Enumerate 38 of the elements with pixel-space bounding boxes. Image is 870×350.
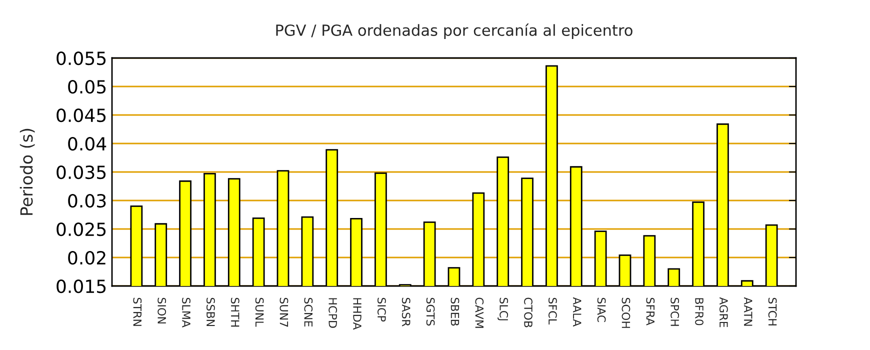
x-tick-label: SPCH — [670, 298, 680, 326]
chart-title: PGV / PGA ordenadas por cercanía al epicentro — [276, 24, 632, 39]
x-tick-label: AATN — [744, 297, 752, 326]
x-tick-label: SGTS — [426, 298, 435, 326]
y-tick-label: 0.04 — [68, 136, 106, 151]
x-tick-label: SUN7 — [280, 298, 288, 327]
y-tick-label: 0.03 — [68, 194, 106, 208]
x-tick-label: SHTH — [230, 298, 240, 327]
y-tick-label: 0.045 — [56, 108, 106, 122]
y-tick-label: 0.015 — [56, 279, 106, 294]
x-tick-label: SIAC — [597, 298, 606, 322]
x-tick-label: AGRE — [719, 297, 728, 328]
x-tick-label: SICP — [377, 298, 386, 322]
y-tick-label: 0.05 — [68, 80, 106, 94]
x-tick-label: AALA — [573, 297, 582, 327]
x-tick-label: SCOH — [622, 298, 630, 328]
x-tick-label: HHDA — [353, 298, 362, 330]
x-tick-label: SSBN — [206, 298, 215, 326]
y-tick-label: 0.055 — [56, 51, 106, 66]
x-tick-label: SASR — [402, 298, 410, 326]
x-tick-label: SLCJ — [498, 298, 508, 320]
x-tick-label: SLMA — [182, 298, 190, 328]
y-tick-label: 0.035 — [56, 165, 106, 180]
x-tick-label: SION — [158, 298, 166, 324]
x-tick-label: SBEB — [450, 298, 460, 326]
x-tick-label: BFR0 — [695, 298, 704, 326]
x-tick-label: SFRA — [646, 298, 655, 326]
y-axis-title: Periodo (s) — [20, 128, 35, 215]
x-tick-label: CAVM — [475, 298, 484, 328]
x-tick-label: STRN — [133, 298, 142, 326]
x-tick-label: CTOB — [524, 298, 532, 328]
x-tick-label: HCPD — [328, 298, 338, 328]
y-tick-label: 0.025 — [56, 222, 106, 236]
x-tick-label: STCH — [768, 298, 777, 326]
x-tick-label: SCNE — [304, 298, 313, 327]
y-tick-label: 0.02 — [68, 250, 106, 265]
x-tick-label: SFCL — [548, 298, 557, 324]
x-tick-label: SUNL — [255, 298, 264, 327]
